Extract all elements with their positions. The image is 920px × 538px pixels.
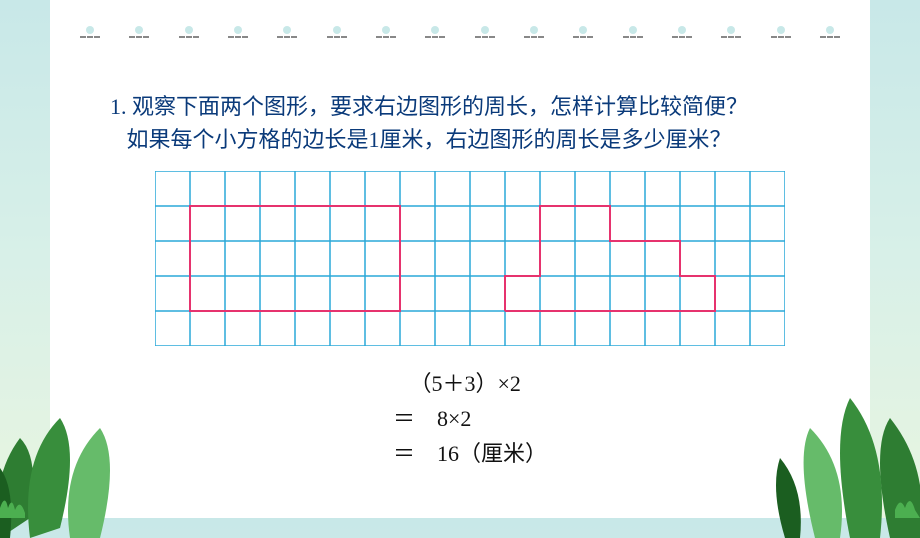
grid-area bbox=[110, 171, 830, 346]
calc-line3: ＝ 16（厘米） bbox=[393, 441, 547, 466]
calc-line2: ＝ 8×2 bbox=[393, 406, 471, 431]
question-line2: 如果每个小方格的边长是1厘米，右边图形的周长是多少厘米？ bbox=[127, 127, 732, 152]
spiral-binding bbox=[50, 30, 870, 38]
decoration-grass bbox=[0, 488, 920, 518]
calc-line1: （5＋3）×2 bbox=[409, 371, 520, 396]
grid-figure bbox=[155, 171, 785, 346]
calculation: （5＋3）×2 ＝ 8×2 ＝ 16（厘米） bbox=[110, 366, 830, 472]
question-line1: 观察下面两个图形，要求右边图形的周长，怎样计算比较简便？ bbox=[132, 94, 748, 119]
content-area: 1. 观察下面两个图形，要求右边图形的周长，怎样计算比较简便？ 如果每个小方格的… bbox=[110, 90, 830, 472]
question-text: 1. 观察下面两个图形，要求右边图形的周长，怎样计算比较简便？ 如果每个小方格的… bbox=[110, 90, 830, 156]
question-number: 1. bbox=[110, 94, 127, 119]
